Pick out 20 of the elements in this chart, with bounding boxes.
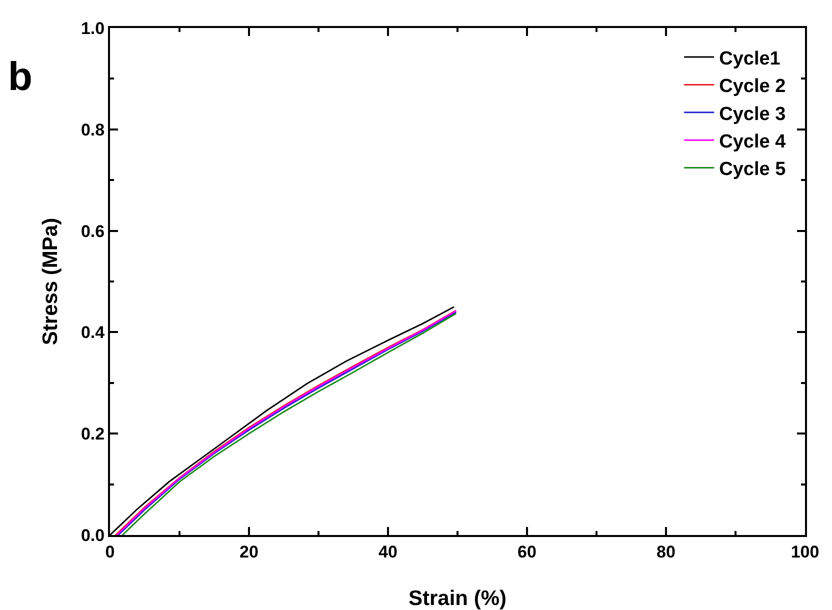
legend-label: Cycle 2 bbox=[719, 76, 786, 98]
y-tick-label: 0.8 bbox=[80, 120, 105, 140]
legend-label: Cycle1 bbox=[719, 48, 781, 70]
x-tick-label: 0 bbox=[105, 542, 115, 562]
x-axis-title: Strain (%) bbox=[408, 587, 507, 610]
y-tick-label: 1.0 bbox=[80, 18, 105, 38]
x-tick-label: 100 bbox=[790, 542, 820, 562]
y-tick-label: 0.4 bbox=[80, 323, 106, 342]
legend-label: Cycle 5 bbox=[719, 159, 786, 180]
y-tick-label: 0.6 bbox=[80, 222, 105, 241]
y-tick-label: 0.0 bbox=[80, 526, 105, 545]
legend-label: Cycle 4 bbox=[719, 132, 786, 152]
x-tick-label: 40 bbox=[378, 542, 398, 562]
text: b bbox=[8, 55, 32, 99]
legend-label: Cycle 3 bbox=[719, 104, 786, 125]
y-tick-label: 0.2 bbox=[80, 424, 105, 444]
x-tick-label: 20 bbox=[240, 542, 258, 562]
x-tick-label: 60 bbox=[518, 542, 536, 562]
x-tick-label: 80 bbox=[656, 542, 676, 562]
y-axis-title: Stress (MPa) bbox=[39, 218, 62, 346]
